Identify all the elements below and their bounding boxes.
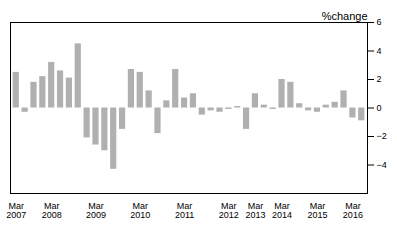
svg-text:Mar2013: Mar2013 xyxy=(245,201,265,220)
svg-text:0: 0 xyxy=(377,103,382,113)
svg-text:Mar2012: Mar2012 xyxy=(219,201,239,220)
svg-text:4: 4 xyxy=(377,46,382,56)
svg-text:−2: −2 xyxy=(377,131,387,141)
svg-text:Mar2014: Mar2014 xyxy=(272,201,292,220)
svg-text:Mar2009: Mar2009 xyxy=(86,201,106,220)
svg-text:%change: %change xyxy=(322,10,368,22)
svg-text:Mar2008: Mar2008 xyxy=(42,201,62,220)
svg-text:Mar2015: Mar2015 xyxy=(307,201,327,220)
svg-text:Mar2007: Mar2007 xyxy=(6,201,26,220)
svg-text:−4: −4 xyxy=(377,160,387,170)
svg-text:Mar2011: Mar2011 xyxy=(175,201,194,220)
svg-text:Mar2016: Mar2016 xyxy=(343,201,363,220)
svg-text:Mar2010: Mar2010 xyxy=(130,201,150,220)
svg-text:2: 2 xyxy=(377,74,382,84)
svg-text:6: 6 xyxy=(377,17,382,27)
